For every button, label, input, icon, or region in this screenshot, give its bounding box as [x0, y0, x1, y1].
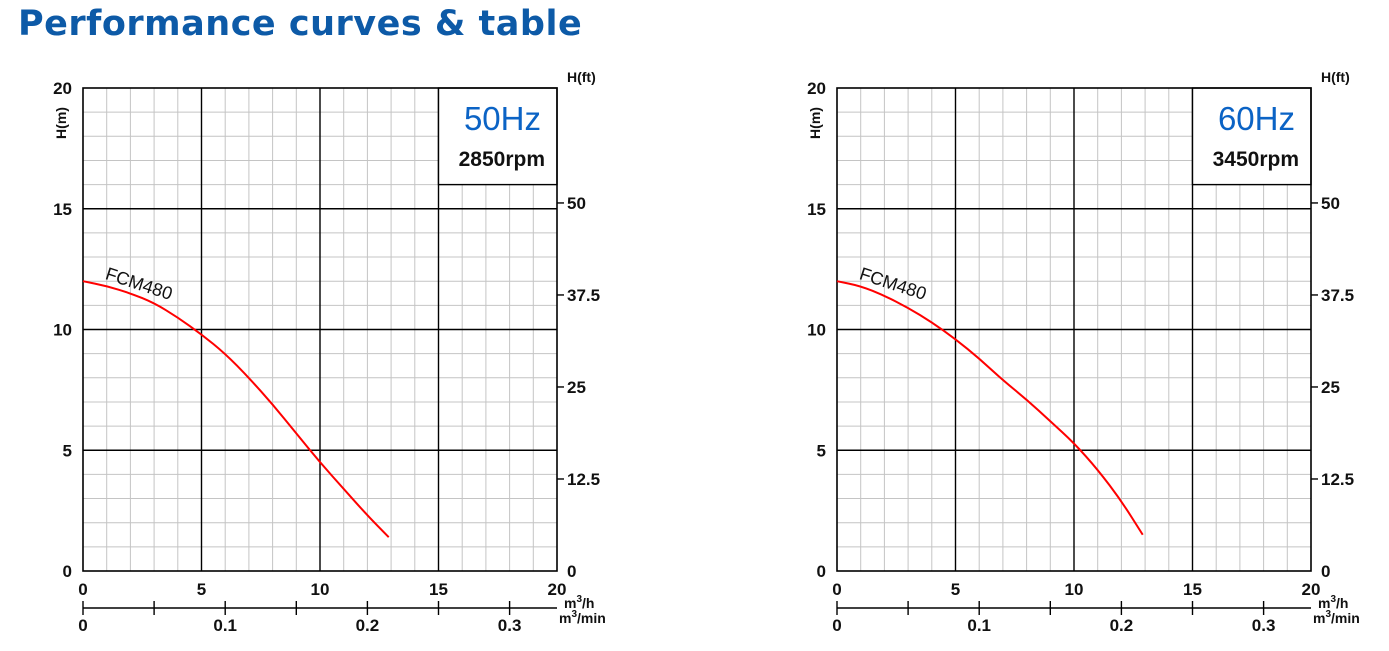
grid [83, 88, 557, 571]
y2-tick-label: 12.5 [567, 470, 600, 489]
y2-tick-label: 25 [1321, 378, 1340, 397]
y-tick-label: 0 [63, 562, 72, 581]
frequency-label: 60Hz [1218, 100, 1295, 137]
x2-tick-label: 0 [832, 616, 841, 635]
plot-frame [82, 87, 558, 572]
y-tick-label: 15 [807, 200, 826, 219]
y-tick-label: 5 [817, 441, 826, 460]
x-tick-label: 10 [1065, 580, 1084, 599]
x-tick-label: 5 [951, 580, 960, 599]
curve-label: FCM480 [857, 264, 929, 304]
x-tick-label: 0 [832, 580, 841, 599]
y-tick-label: 0 [817, 562, 826, 581]
x-tick-label: 15 [429, 580, 448, 599]
x-tick-label: 20 [1302, 580, 1321, 599]
y-tick-label: 10 [807, 321, 826, 340]
x-tick-label: 15 [1183, 580, 1202, 599]
y2-tick-label: 37.5 [1321, 286, 1354, 305]
y2-tick-label: 12.5 [1321, 470, 1354, 489]
x-tick-label: 10 [311, 580, 330, 599]
chart-panel-50hz: 50Hz2850rpm05101520H(m)012.52537.550H(ft… [53, 69, 606, 635]
x2-tick-label: 0.2 [356, 616, 380, 635]
y-axis-label: H(m) [53, 107, 69, 139]
y2-tick-label: 0 [1321, 562, 1330, 581]
plot-frame [836, 87, 1312, 572]
x2-axis-label: m3/min [1313, 609, 1360, 626]
y-tick-label: 15 [53, 200, 72, 219]
frequency-box-bg [1191, 87, 1312, 186]
performance-curve [82, 280, 390, 538]
y-tick-label: 10 [53, 321, 72, 340]
frequency-label: 50Hz [464, 100, 541, 137]
y2-axis-label: H(ft) [1321, 69, 1350, 85]
y2-tick-label: 50 [1321, 194, 1340, 213]
x-tick-label: 20 [548, 580, 567, 599]
y2-tick-label: 25 [567, 378, 586, 397]
chart-panel-60hz: 60Hz3450rpm05101520H(m)012.52537.550H(ft… [807, 69, 1360, 635]
y-tick-label: 20 [53, 79, 72, 98]
page-title: Performance curves & table [18, 4, 583, 44]
y2-tick-label: 37.5 [567, 286, 600, 305]
speed-label: 2850rpm [459, 148, 545, 171]
performance-curve [836, 280, 1144, 536]
x2-tick-label: 0.1 [213, 616, 237, 635]
y2-tick-label: 50 [567, 194, 586, 213]
y2-axis-label: H(ft) [567, 69, 596, 85]
x2-tick-label: 0.1 [967, 616, 991, 635]
x-tick-label: 5 [197, 580, 206, 599]
x2-tick-label: 0.2 [1110, 616, 1134, 635]
x2-tick-label: 0.3 [498, 616, 522, 635]
y-tick-label: 20 [807, 79, 826, 98]
y-axis-label: H(m) [807, 107, 823, 139]
frequency-box: 60Hz 3450rpm [1191, 87, 1312, 186]
x-axis-label: m3/h [1318, 594, 1348, 611]
x2-tick-label: 0 [78, 616, 87, 635]
y-tick-label: 5 [63, 441, 72, 460]
y2-tick-label: 0 [567, 562, 576, 581]
grid [837, 88, 1311, 571]
frequency-box: 50Hz 2850rpm [437, 87, 558, 186]
speed-label: 3450rpm [1213, 148, 1299, 171]
x-tick-label: 0 [78, 580, 87, 599]
x2-tick-label: 0.3 [1252, 616, 1276, 635]
x2-axis-label: m3/min [559, 609, 606, 626]
x-axis-label: m3/h [564, 594, 594, 611]
